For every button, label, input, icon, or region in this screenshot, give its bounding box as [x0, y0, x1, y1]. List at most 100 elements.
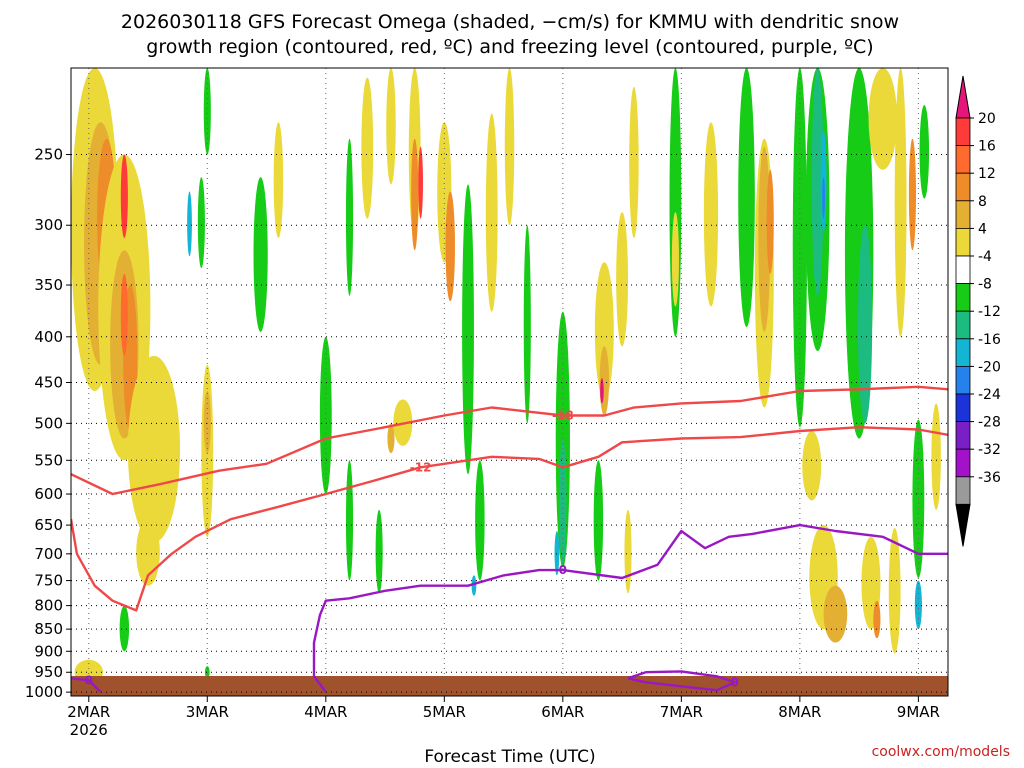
- contour-label: 0: [85, 673, 93, 687]
- colorbar-swatch: [955, 421, 971, 450]
- contour-label: 0: [730, 675, 738, 689]
- omega-cell: [197, 177, 205, 269]
- omega-cell: [823, 585, 848, 643]
- omega-cell: [387, 423, 395, 454]
- omega-cell: [873, 600, 881, 639]
- omega-cell: [485, 113, 498, 312]
- x-tick-sublabel: 2026: [70, 721, 108, 739]
- colorbar-swatch: [955, 476, 971, 505]
- colorbar-swatch: [955, 283, 971, 312]
- x-tick-label: 7MAR: [660, 703, 703, 721]
- y-tick-label: 850: [34, 620, 63, 638]
- chart-title-line-1: 2026030118 GFS Forecast Omega (shaded, −…: [121, 11, 899, 33]
- contour-line: [71, 385, 948, 496]
- x-tick-label: 6MAR: [541, 703, 584, 721]
- colorbar-swatch: [955, 172, 971, 202]
- omega-cell: [204, 666, 210, 679]
- colorbar-label: -4: [978, 249, 992, 265]
- colorbar-label: 16: [978, 139, 996, 155]
- y-axis: 250 300 350 400 450 500 550 600 650 700 750 800 850 9…: [25, 146, 71, 701]
- x-axis: 2MAR 3MAR 4MAR 5MAR 6MAR 7MAR 8MAR 9MAR 2026: [67, 696, 940, 739]
- omega-cell: [319, 336, 332, 495]
- x-tick-label: 5MAR: [423, 703, 466, 721]
- omega-cell: [345, 138, 354, 296]
- colorbar-label: 20: [978, 111, 996, 127]
- colorbar-swatch: [955, 365, 971, 395]
- y-tick-label: 400: [34, 328, 63, 346]
- omega-cell: [386, 68, 396, 185]
- omega-cell: [931, 403, 941, 510]
- omega-cell: [908, 138, 917, 251]
- colorbar-label: -16: [978, 332, 1001, 348]
- omega-cell: [418, 146, 423, 219]
- colorbar-bottom-arrow: [955, 503, 971, 547]
- credit-text: coolwx.com/models: [872, 744, 1010, 760]
- omega-cell: [593, 460, 604, 581]
- omega-cell: [345, 460, 354, 581]
- ground-surface: [71, 676, 948, 696]
- colorbar-swatch: [955, 145, 971, 174]
- colorbar-label: -32: [978, 442, 1001, 458]
- y-tick-label: 800: [34, 597, 63, 615]
- y-tick-label: 250: [34, 146, 63, 164]
- omega-cell: [600, 378, 604, 404]
- x-axis-label: Forecast Time (UTC): [424, 747, 595, 767]
- colorbar-swatch: [955, 448, 971, 478]
- y-tick-label: 650: [34, 516, 63, 534]
- contour-label: 0: [559, 563, 567, 577]
- omega-cell: [811, 68, 824, 296]
- omega-cell: [758, 146, 771, 332]
- omega-cell: [624, 509, 632, 594]
- omega-cell: [361, 77, 374, 219]
- omega-cell: [857, 225, 873, 424]
- y-tick-label: 950: [34, 663, 63, 681]
- y-tick-label: 550: [34, 451, 63, 469]
- omega-cell: [203, 391, 211, 454]
- omega-cell: [822, 177, 825, 219]
- colorbar: 20 16 12 8 4 -4 -8 -12 -16 -20 -24 -28 -32 -36: [955, 75, 1001, 547]
- colorbar-label: 12: [978, 166, 996, 182]
- colorbar-label: -8: [978, 277, 992, 293]
- omega-shading: [71, 68, 941, 685]
- y-tick-label: 350: [34, 276, 63, 294]
- omega-cell: [868, 68, 898, 170]
- colorbar-top-arrow: [955, 75, 971, 119]
- omega-cell: [375, 509, 383, 594]
- contour-label: -18: [552, 409, 574, 423]
- omega-cell: [411, 138, 419, 251]
- omega-cell: [554, 531, 560, 576]
- colorbar-label: -36: [978, 470, 1001, 486]
- y-tick-label: 900: [34, 642, 63, 660]
- x-tick-label: 2MAR: [67, 703, 110, 721]
- colorbar-label: -12: [978, 304, 1001, 320]
- omega-cell: [523, 225, 531, 424]
- y-tick-label: 300: [34, 216, 63, 234]
- colorbar-swatch: [955, 200, 971, 229]
- omega-cell: [471, 575, 477, 596]
- omega-cell: [475, 460, 485, 581]
- contour-line: [627, 670, 736, 692]
- omega-cell: [203, 68, 211, 155]
- colorbar-swatch: [955, 227, 971, 257]
- contour-line: [71, 426, 948, 612]
- y-tick-label: 600: [34, 485, 63, 503]
- omega-cell: [187, 191, 192, 257]
- omega-cell: [914, 580, 922, 630]
- contours: -18 -12 0 0 0: [71, 385, 948, 693]
- omega-cell: [703, 122, 719, 307]
- omega-cell: [894, 68, 907, 337]
- colorbar-label: -24: [978, 387, 1001, 403]
- omega-cell: [120, 154, 128, 238]
- colorbar-swatch: [955, 393, 971, 423]
- omega-cell: [127, 355, 181, 543]
- x-tick-label: 4MAR: [304, 703, 347, 721]
- omega-cell: [504, 68, 515, 226]
- omega-cell: [594, 262, 614, 400]
- colorbar-label: 4: [978, 221, 987, 237]
- colorbar-swatch: [955, 255, 971, 285]
- omega-cell: [462, 184, 474, 475]
- x-tick-label: 8MAR: [778, 703, 821, 721]
- omega-cell: [253, 177, 268, 332]
- colorbar-label: -28: [978, 415, 1001, 431]
